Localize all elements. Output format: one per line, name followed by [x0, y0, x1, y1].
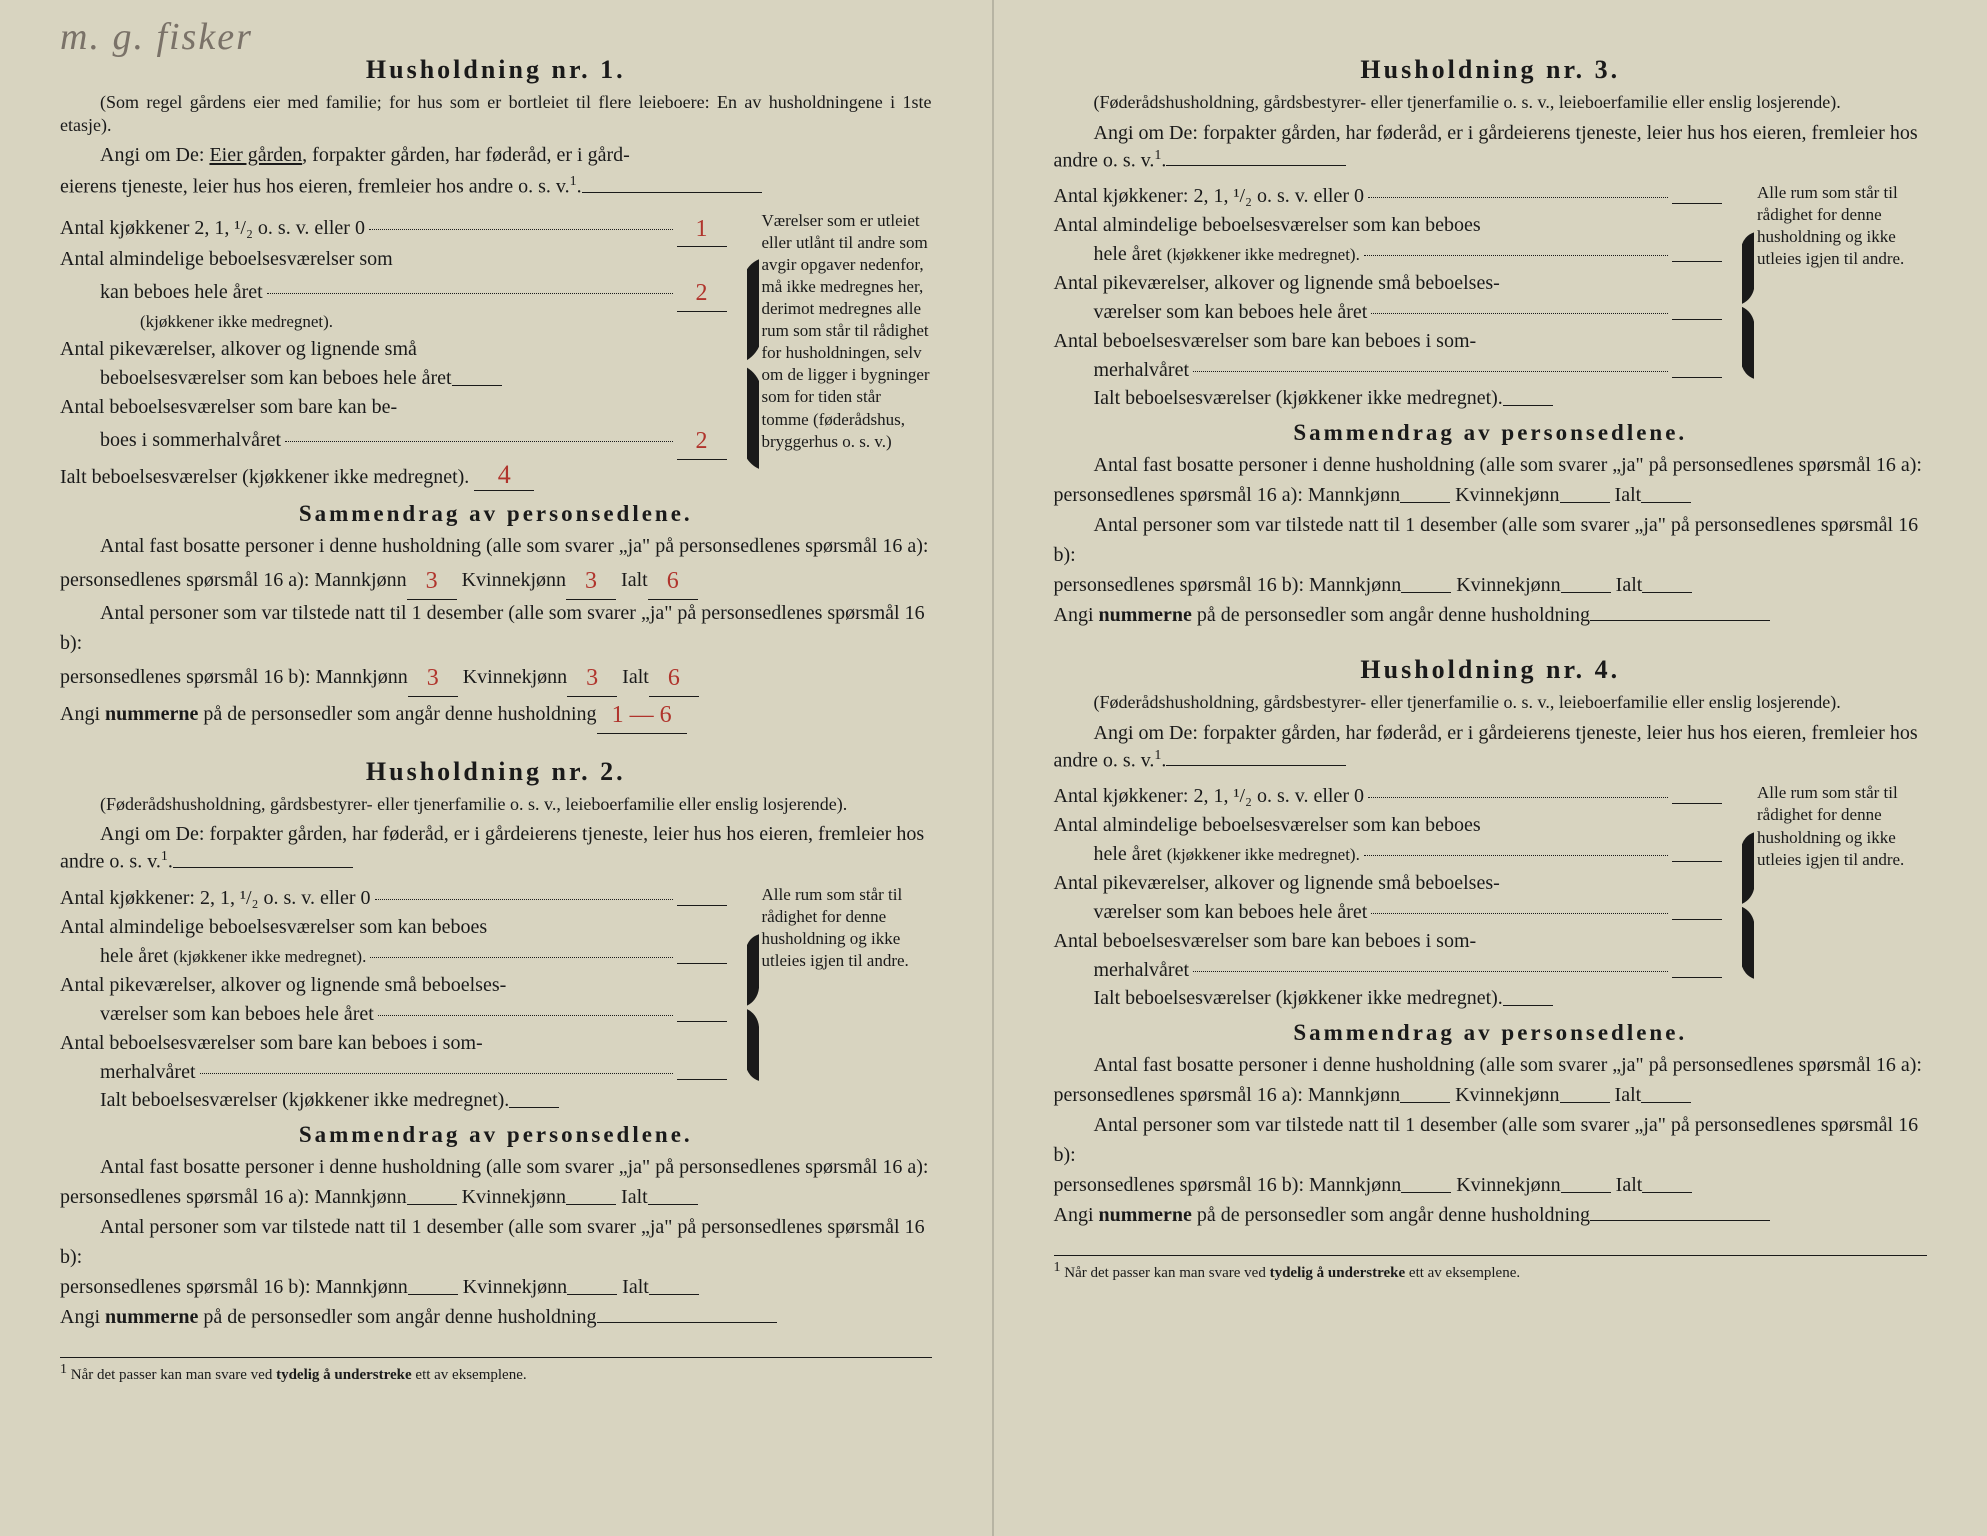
a-mann[interactable]: 3	[407, 563, 457, 600]
row-1b: beboelsesværelser som kan beboes hele år…	[60, 364, 727, 393]
footnote-right: 1 Når det passer kan man svare ved tydel…	[1054, 1255, 1928, 1282]
household-2-fields: Antal kjøkkener: 2, 1, ¹/₂ o. s. v. elle…	[60, 884, 727, 1112]
total-row: Ialt beboelsesværelser (kjøkkener ikke m…	[60, 458, 727, 491]
household-1-angi: Angi om De: Eier gården, forpakter gårde…	[60, 142, 932, 169]
sammendrag-1-title: Sammendrag av personsedlene.	[60, 501, 932, 527]
household-4-title: Husholdning nr. 4.	[1054, 655, 1928, 685]
line-a: Antal fast bosatte personer i denne hush…	[60, 531, 932, 561]
left-page: m. g. fisker Husholdning nr. 1. (Som reg…	[0, 0, 994, 1536]
brace-icon: {	[747, 210, 759, 491]
b-ialt[interactable]: 6	[649, 660, 699, 697]
household-3-sidenote: { Alle rum som står til rådighet for den…	[1742, 182, 1927, 410]
total-value[interactable]: 4	[474, 460, 534, 491]
household-1-angi-cont: eierens tjeneste, leier hus hos eieren, …	[60, 171, 932, 202]
row-1-value[interactable]	[452, 385, 502, 386]
household-3-subtitle: (Føderådshusholdning, gårdsbestyrer- ell…	[1054, 91, 1928, 114]
line-b: Antal personer som var tilstede natt til…	[60, 598, 932, 658]
line-a-values: personsedlenes spørsmål 16 a): Mannkjønn…	[60, 561, 932, 598]
row-1: Antal pikeværelser, alkover og lignende …	[60, 335, 727, 364]
nummer-value[interactable]: 1 — 6	[597, 697, 687, 734]
household-1: Husholdning nr. 1. (Som regel gårdens ei…	[60, 55, 932, 732]
brace-icon: {	[1742, 782, 1754, 1010]
line-b-values: personsedlenes spørsmål 16 b): Mannkjønn…	[60, 658, 932, 695]
footnote-left: 1 Når det passer kan man svare ved tydel…	[60, 1357, 932, 1384]
row-0-value[interactable]: 2	[677, 276, 727, 312]
household-1-fields: Antal kjøkkener 2, 1, ¹/₂ o. s. v. eller…	[60, 210, 727, 491]
household-4-subtitle: (Føderådshusholdning, gårdsbestyrer- ell…	[1054, 691, 1928, 714]
row-0-note: (kjøkkener ikke medregnet).	[60, 310, 727, 335]
nummer-line: Angi nummerne på de personsedler som ang…	[60, 695, 932, 732]
household-1-subtitle: (Som regel gårdens eier med familie; for…	[60, 91, 932, 136]
household-3: Husholdning nr. 3. (Føderådshusholdning,…	[1054, 55, 1928, 630]
row-0: Antal almindelige beboelsesværelser som	[60, 245, 727, 274]
brace-icon: {	[1742, 182, 1754, 410]
a-kvinne[interactable]: 3	[566, 563, 616, 600]
row-2: Antal beboelsesværelser som bare kan be-	[60, 393, 727, 422]
household-3-title: Husholdning nr. 3.	[1054, 55, 1928, 85]
household-2-subtitle: (Føderådshusholdning, gårdsbestyrer- ell…	[60, 793, 932, 816]
household-3-angi: Angi om De: forpakter gården, har føderå…	[1054, 120, 1928, 175]
b-mann[interactable]: 3	[408, 660, 458, 697]
kjokkener-row: Antal kjøkkener 2, 1, ¹/₂ o. s. v. eller…	[60, 210, 727, 246]
sammendrag-4-title: Sammendrag av personsedlene.	[1054, 1020, 1928, 1046]
household-2-sidenote: { Alle rum som står til rådighet for den…	[747, 884, 932, 1112]
a-ialt[interactable]: 6	[648, 563, 698, 600]
sammendrag-2-title: Sammendrag av personsedlene.	[60, 1122, 932, 1148]
household-1-title: Husholdning nr. 1.	[60, 55, 932, 85]
sammendrag-3-title: Sammendrag av personsedlene.	[1054, 420, 1928, 446]
household-4-angi: Angi om De: forpakter gården, har føderå…	[1054, 720, 1928, 775]
household-1-sidenote: { Værelser som er utleiet eller utlånt t…	[747, 210, 932, 491]
household-2-title: Husholdning nr. 2.	[60, 757, 932, 787]
row-2-value[interactable]: 2	[677, 424, 727, 460]
kjokkener-value[interactable]: 1	[677, 212, 727, 248]
household-4-fields: Antal kjøkkener: 2, 1, ¹/₂ o. s. v. elle…	[1054, 782, 1723, 1010]
b-kvinne[interactable]: 3	[567, 660, 617, 697]
household-4: Husholdning nr. 4. (Føderådshusholdning,…	[1054, 655, 1928, 1230]
right-page: Husholdning nr. 3. (Føderådshusholdning,…	[994, 0, 1987, 1536]
row-2b: boes i sommerhalvåret 2	[60, 422, 727, 458]
handwritten-annotation: m. g. fisker	[60, 15, 253, 59]
angi-underlined: Eier gården	[209, 144, 302, 166]
household-2: Husholdning nr. 2. (Føderådshusholdning,…	[60, 757, 932, 1332]
household-3-fields: Antal kjøkkener: 2, 1, ¹/₂ o. s. v. elle…	[1054, 182, 1723, 410]
household-4-sidenote: { Alle rum som står til rådighet for den…	[1742, 782, 1927, 1010]
household-2-angi: Angi om De: forpakter gården, har føderå…	[60, 821, 932, 876]
brace-icon: {	[747, 884, 759, 1112]
row-0b: kan beboes hele året 2	[60, 274, 727, 310]
